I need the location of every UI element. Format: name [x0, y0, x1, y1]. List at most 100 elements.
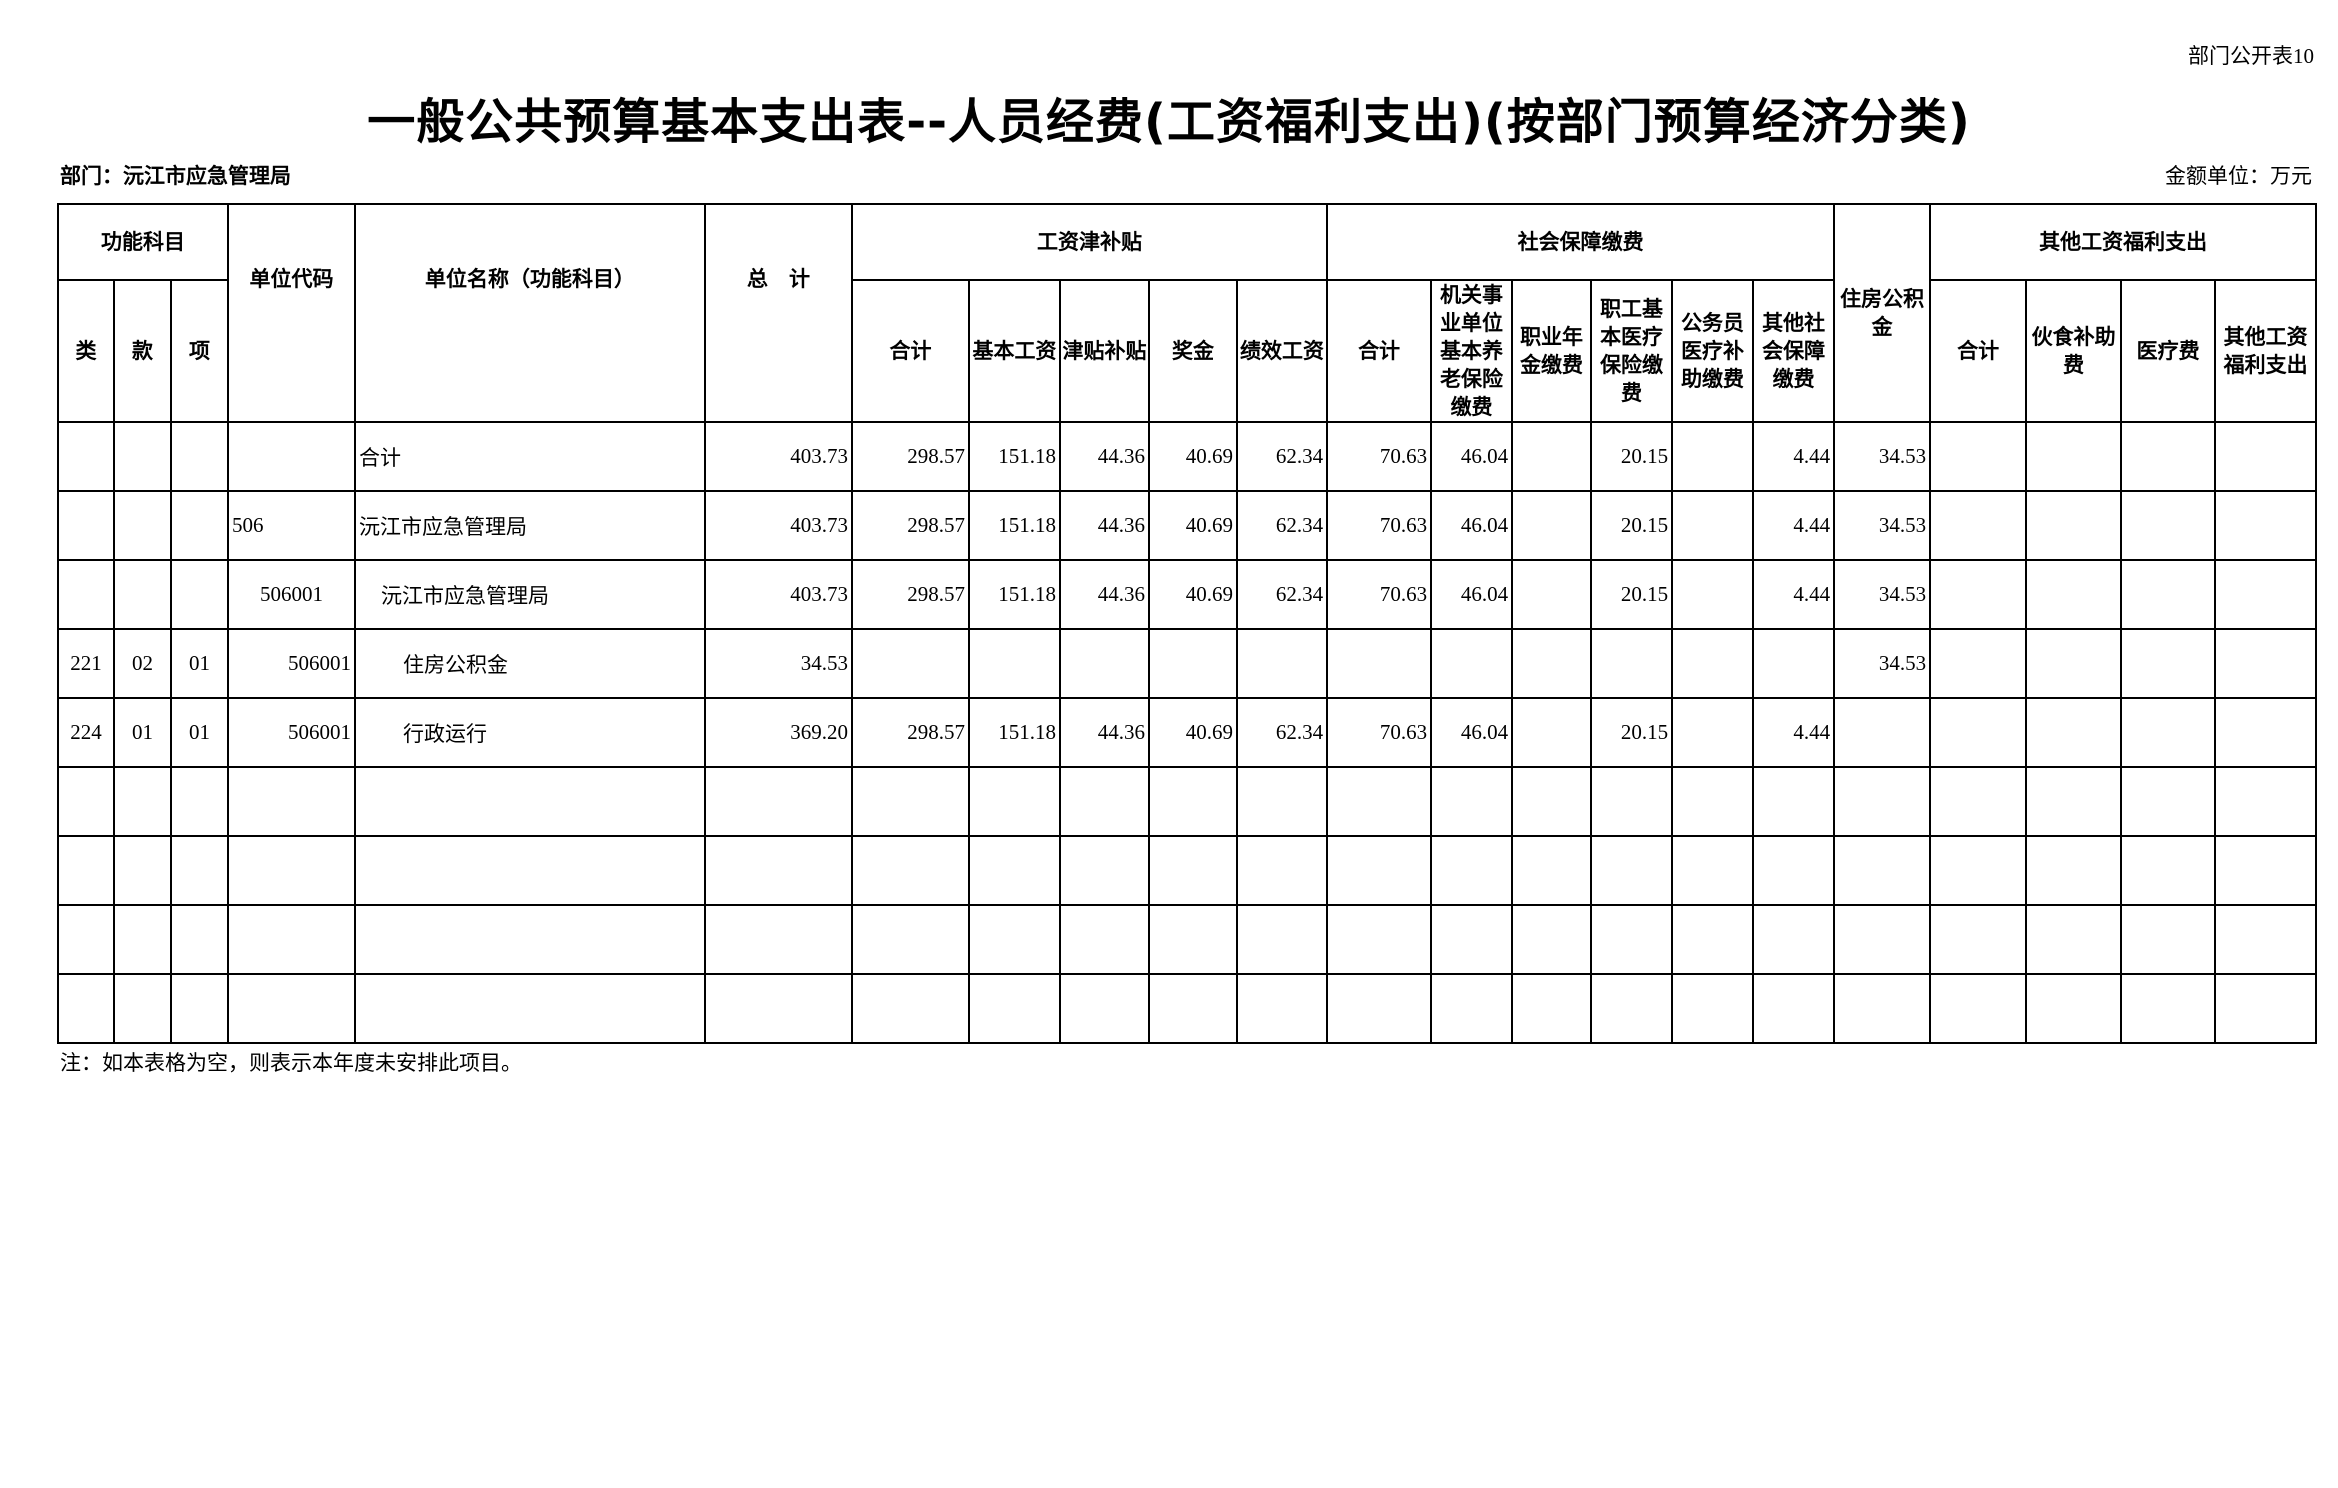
- cell-amount: [1929, 904, 2028, 975]
- cell-amount: 44.36: [1059, 697, 1151, 768]
- cell-amount: [968, 628, 1062, 699]
- cell-unit-code: 506001: [227, 697, 357, 768]
- cell-unit-code: 506001: [227, 628, 357, 699]
- cell-amount: [1833, 697, 1932, 768]
- cell-amount: [1929, 490, 2028, 561]
- page-title: 一般公共预算基本支出表--人员经费(工资福利支出)(按部门预算经济分类): [367, 94, 1971, 150]
- cell-amount: 4.44: [1752, 697, 1836, 768]
- cell-amount: [1236, 628, 1329, 699]
- cell-amount: 20.15: [1590, 697, 1674, 768]
- header-other-col: 合计: [1929, 279, 2028, 423]
- cell-amount: 4.44: [1752, 421, 1836, 492]
- cell-amount: [2025, 559, 2123, 630]
- cell-xiang: [169, 559, 230, 630]
- header-unit-code: 单位代码: [227, 203, 357, 423]
- cell-amount: 151.18: [968, 697, 1062, 768]
- cell-lei: [57, 421, 115, 492]
- cell-amount: [1590, 835, 1674, 906]
- cell-amount: [968, 904, 1062, 975]
- cell-amount: [1326, 628, 1433, 699]
- cell-amount: 46.04: [1430, 559, 1514, 630]
- header-salary-col: 奖金: [1148, 279, 1239, 423]
- cell-amount: [1590, 973, 1674, 1044]
- cell-amount: [2025, 628, 2123, 699]
- cell-amount: 70.63: [1326, 490, 1433, 561]
- cell-amount: 403.73: [704, 490, 854, 561]
- cell-xiang: [169, 904, 230, 975]
- header-lei: 类: [57, 279, 115, 423]
- header-salary-col: 基本工资: [968, 279, 1062, 423]
- cell-amount: 20.15: [1590, 490, 1674, 561]
- cell-amount: [2120, 766, 2217, 837]
- cell-unit-name: 住房公积金: [354, 628, 707, 699]
- cell-amount: [2120, 421, 2217, 492]
- cell-amount: [2120, 490, 2217, 561]
- cell-amount: [1752, 835, 1836, 906]
- cell-lei: [57, 835, 115, 906]
- cell-amount: [1430, 628, 1514, 699]
- cell-amount: 46.04: [1430, 697, 1514, 768]
- cell-amount: [1671, 904, 1755, 975]
- amount-unit: 金额单位：万元: [2165, 164, 2312, 188]
- table-row: 506 沅江市应急管理局 403.73 298.57 151.18 44.36 40.69 6…: [57, 490, 2318, 561]
- cell-amount: [2214, 421, 2318, 492]
- cell-amount: [2025, 697, 2123, 768]
- cell-xiang: 01: [169, 628, 230, 699]
- cell-lei: 224: [57, 697, 115, 768]
- cell-amount: 151.18: [968, 559, 1062, 630]
- cell-amount: [2214, 904, 2318, 975]
- cell-amount: [1236, 973, 1329, 1044]
- cell-unit-code: [227, 904, 357, 975]
- cell-amount: [1059, 766, 1151, 837]
- header-kuan: 款: [113, 279, 172, 423]
- cell-amount: [704, 973, 854, 1044]
- cell-amount: [1430, 904, 1514, 975]
- cell-amount: [1671, 559, 1755, 630]
- cell-amount: [1929, 421, 2028, 492]
- cell-amount: [1752, 904, 1836, 975]
- header-housing: 住房公积金: [1833, 203, 1932, 423]
- cell-amount: [2025, 490, 2123, 561]
- cell-amount: [1148, 835, 1239, 906]
- cell-amount: [1752, 628, 1836, 699]
- department-label: 部门：沅江市应急管理局: [60, 164, 291, 188]
- cell-amount: [1430, 973, 1514, 1044]
- cell-amount: [851, 973, 971, 1044]
- cell-amount: 40.69: [1148, 421, 1239, 492]
- cell-amount: [1671, 766, 1755, 837]
- cell-amount: 62.34: [1236, 559, 1329, 630]
- header-salary-col: 绩效工资: [1236, 279, 1329, 423]
- cell-amount: 369.20: [704, 697, 854, 768]
- cell-amount: [1511, 904, 1593, 975]
- cell-amount: [1236, 766, 1329, 837]
- cell-unit-code: [227, 766, 357, 837]
- cell-xiang: [169, 421, 230, 492]
- table-row: [57, 904, 2318, 975]
- cell-amount: [2214, 628, 2318, 699]
- cell-amount: 4.44: [1752, 559, 1836, 630]
- cell-lei: 221: [57, 628, 115, 699]
- cell-amount: [1752, 766, 1836, 837]
- header-social-col: 职工基本医疗保险缴费: [1590, 279, 1674, 423]
- cell-kuan: [113, 490, 172, 561]
- cell-amount: [1671, 697, 1755, 768]
- cell-lei: [57, 490, 115, 561]
- cell-xiang: [169, 835, 230, 906]
- cell-xiang: [169, 490, 230, 561]
- header-func-subject: 功能科目: [56, 203, 230, 281]
- cell-amount: [2120, 973, 2217, 1044]
- cell-amount: 34.53: [1833, 559, 1932, 630]
- cell-amount: [1326, 973, 1433, 1044]
- cell-amount: [1752, 973, 1836, 1044]
- cell-kuan: [113, 766, 172, 837]
- cell-amount: [1671, 628, 1755, 699]
- cell-amount: [1590, 628, 1674, 699]
- cell-kuan: [113, 904, 172, 975]
- cell-lei: [57, 559, 115, 630]
- cell-amount: [1833, 835, 1932, 906]
- header-other-col: 其他工资福利支出: [2214, 279, 2318, 423]
- cell-unit-name: [354, 973, 707, 1044]
- cell-amount: [1511, 697, 1593, 768]
- header-other-col: 医疗费: [2120, 279, 2217, 423]
- table-row: 224 01 01 506001 行政运行 369.20 298.57 151.18 44.36…: [57, 697, 2318, 768]
